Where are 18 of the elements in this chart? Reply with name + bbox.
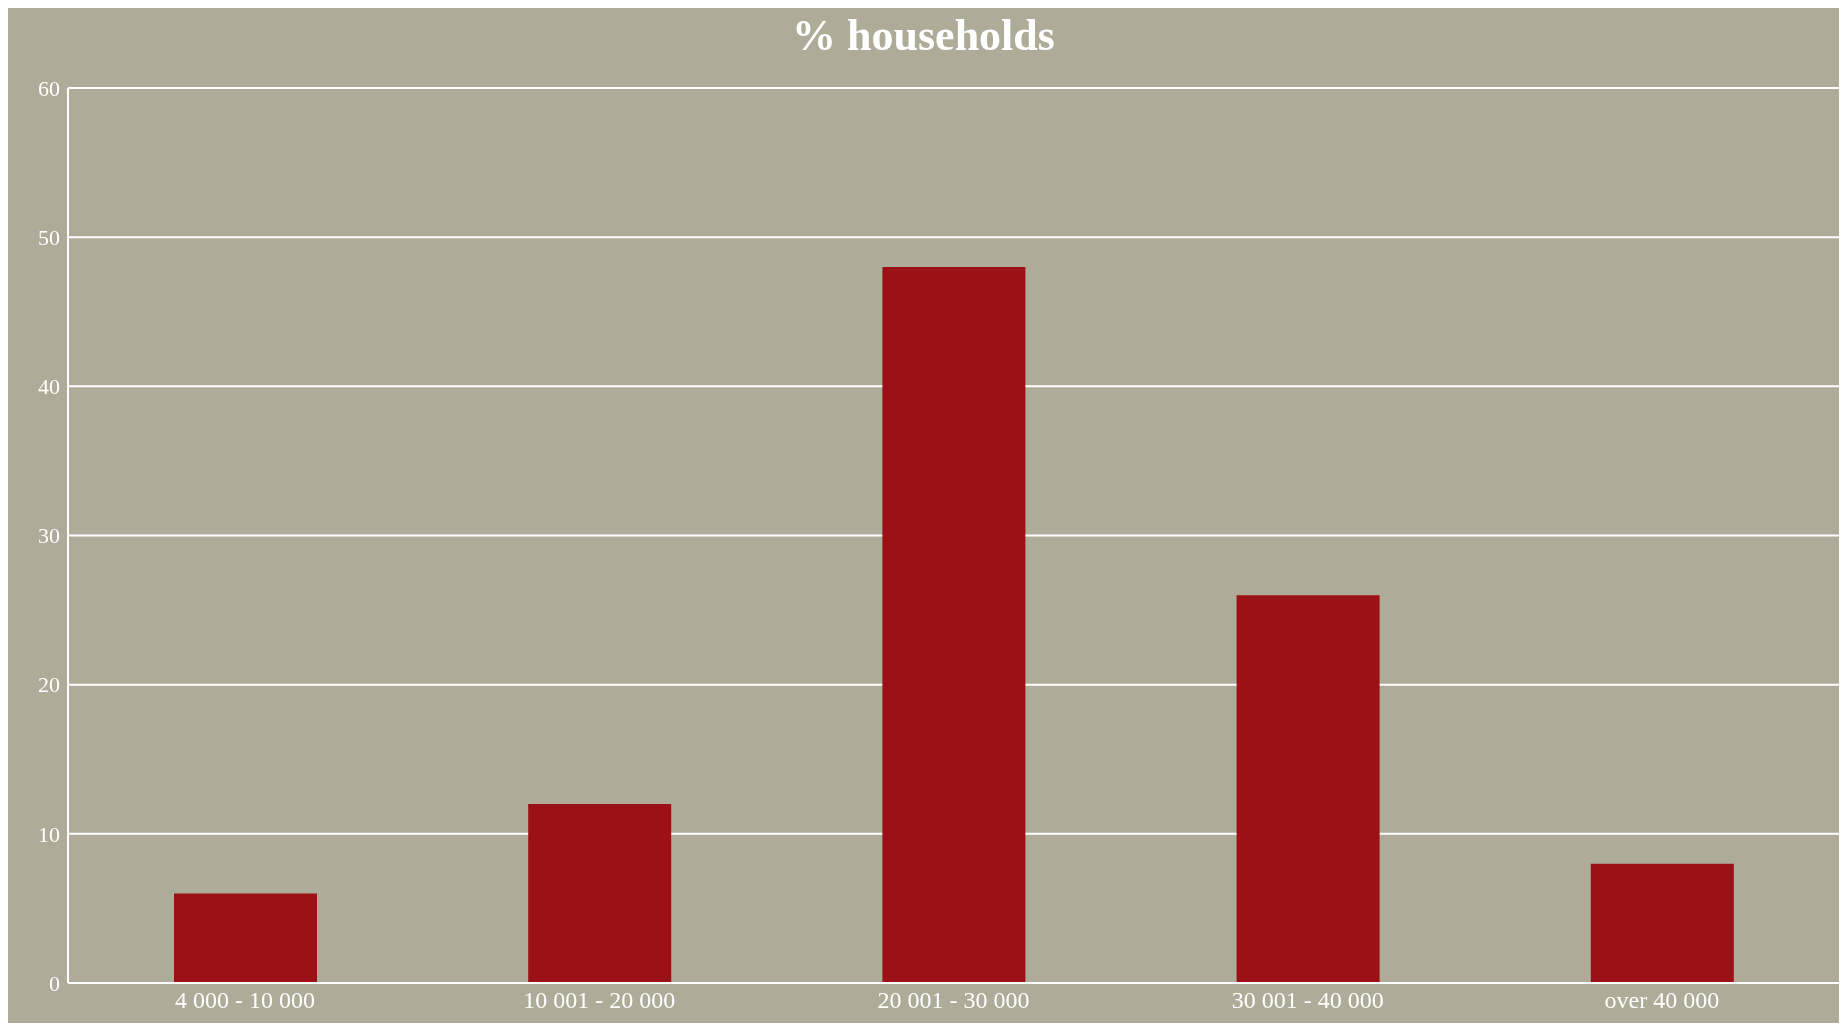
x-tick-label: 20 001 - 30 000 [877, 987, 1030, 1014]
bar [1590, 863, 1734, 983]
y-tick-label: 10 [38, 821, 60, 847]
x-tick-label: 4 000 - 10 000 [175, 987, 316, 1014]
y-tick-label: 20 [38, 672, 60, 698]
x-tick-label: 10 001 - 20 000 [523, 987, 676, 1014]
x-tick-label: over 40 000 [1604, 987, 1720, 1014]
bar [528, 804, 672, 983]
bar [882, 267, 1026, 983]
y-tick-label: 30 [38, 523, 60, 549]
x-tick-label: 30 001 - 40 000 [1231, 987, 1384, 1014]
chart-title: % households [791, 10, 1056, 61]
y-tick-label: 0 [49, 970, 60, 996]
y-tick-label: 60 [38, 75, 60, 101]
bar [1236, 595, 1380, 983]
y-tick-label: 40 [38, 374, 60, 400]
bar [174, 893, 317, 983]
y-tick-label: 50 [38, 224, 60, 250]
